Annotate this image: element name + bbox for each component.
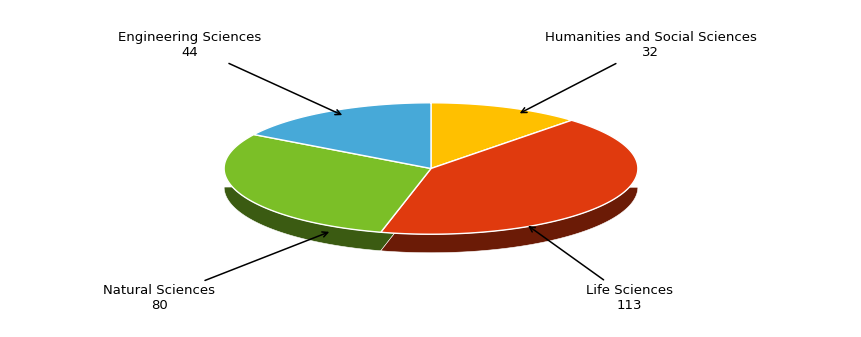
Polygon shape bbox=[224, 134, 430, 232]
Polygon shape bbox=[381, 168, 637, 253]
Polygon shape bbox=[381, 120, 637, 234]
Text: Life Sciences
113: Life Sciences 113 bbox=[529, 227, 672, 312]
Text: Natural Sciences
80: Natural Sciences 80 bbox=[103, 232, 327, 312]
Text: Engineering Sciences
44: Engineering Sciences 44 bbox=[118, 31, 340, 115]
Polygon shape bbox=[254, 103, 430, 168]
Text: Humanities and Social Sciences
32: Humanities and Social Sciences 32 bbox=[521, 31, 756, 113]
Ellipse shape bbox=[224, 103, 637, 234]
Polygon shape bbox=[430, 103, 571, 168]
Polygon shape bbox=[224, 168, 430, 251]
